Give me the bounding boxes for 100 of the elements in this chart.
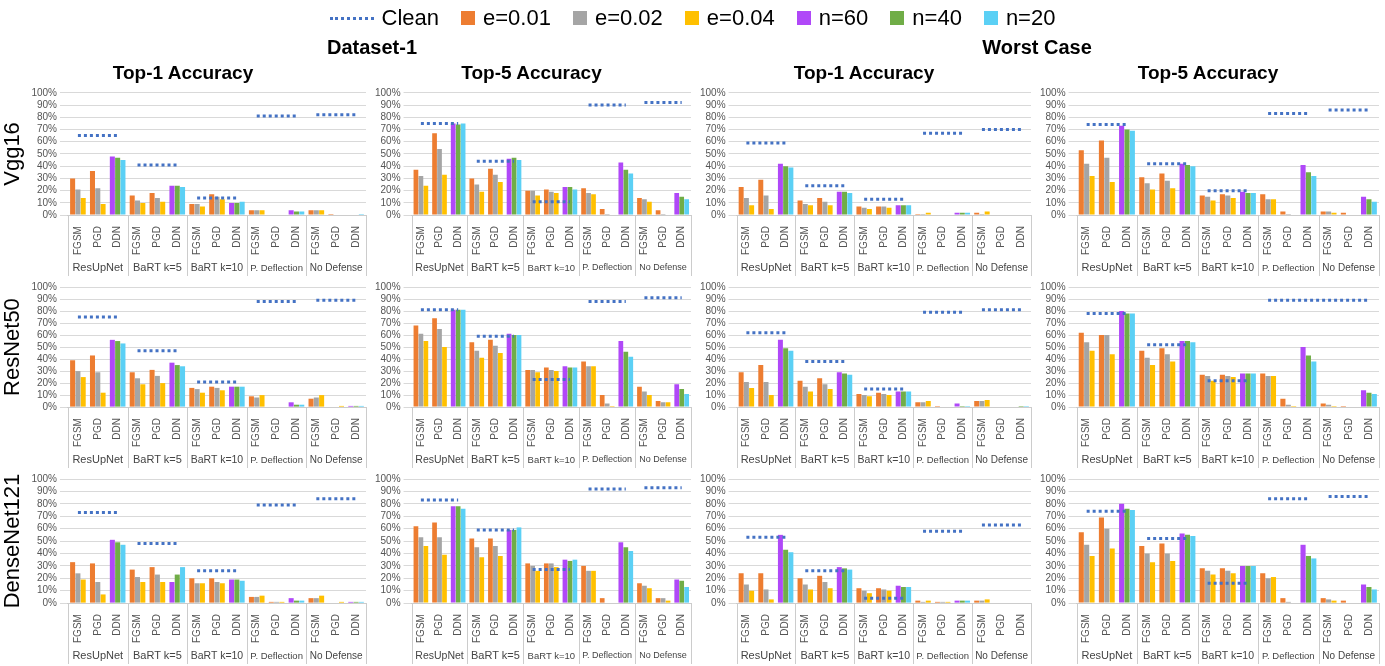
x-tick-label: DDN — [619, 614, 631, 636]
bar — [881, 206, 887, 215]
bar — [660, 598, 666, 603]
x-tick-label: FGSM — [857, 226, 869, 255]
text: BaRT k=10 — [527, 453, 576, 465]
x-tick-label: FGSM — [975, 418, 987, 447]
y-tick-label: 60% — [705, 328, 726, 340]
bar — [80, 197, 86, 215]
y-tick-label: 100% — [700, 472, 726, 484]
y-tick-label: 0% — [42, 208, 58, 220]
x-tick-label: PGD — [210, 226, 222, 248]
bar — [817, 575, 823, 603]
x-tick-label: DDN — [1181, 226, 1193, 248]
bar — [219, 583, 225, 603]
bar — [1184, 341, 1191, 407]
y-tick-label: 10% — [705, 196, 726, 208]
y-tick-label: 10% — [380, 196, 401, 208]
bar — [70, 360, 76, 407]
y-tick-label: 40% — [1045, 547, 1066, 559]
bar — [817, 197, 823, 215]
bar — [239, 386, 245, 407]
y-tick-label: 30% — [380, 172, 401, 184]
x-tick-label: PGD — [489, 226, 501, 248]
text: P. Deflection — [1261, 261, 1315, 273]
bar — [75, 189, 81, 215]
bar — [229, 386, 235, 407]
bar — [299, 211, 305, 215]
bar — [768, 209, 774, 215]
bar — [1124, 508, 1130, 603]
bar — [591, 366, 596, 407]
y-tick-label: 40% — [705, 159, 726, 171]
x-tick-label: DDN — [230, 614, 242, 636]
bar — [802, 584, 808, 603]
x-tick-label: DDN — [956, 226, 968, 248]
bar — [1179, 341, 1185, 407]
x-tick-label: DDN — [1120, 418, 1132, 440]
bar — [1104, 157, 1110, 215]
x-tick-label: FGSM — [638, 614, 650, 643]
x-tick-label: PGD — [818, 226, 830, 248]
y-tick-label: 20% — [1045, 184, 1066, 196]
y-tick-label: 10% — [36, 196, 58, 208]
text: P. Deflection — [250, 453, 303, 465]
bar — [174, 574, 180, 603]
bar — [783, 166, 789, 215]
x-tick-label: FGSM — [1140, 418, 1152, 447]
y-tick-label: 30% — [36, 559, 58, 571]
bar — [1305, 172, 1311, 215]
bar — [469, 538, 475, 603]
y-tick-label: 100% — [31, 472, 58, 484]
bar — [1245, 193, 1251, 215]
bar — [548, 191, 554, 215]
text: BaRT k=10 — [190, 260, 244, 273]
bar — [876, 206, 882, 215]
bar — [604, 403, 610, 407]
bar — [140, 582, 146, 603]
x-tick-label: DDN — [171, 226, 182, 248]
chart-subtitle: Worst Case — [982, 36, 1092, 59]
y-tick-label: 70% — [36, 316, 58, 328]
x-tick-label: PGD — [1282, 614, 1294, 636]
bar — [777, 534, 783, 603]
y-axis-title: DenseNet121 — [0, 473, 25, 609]
bar — [743, 197, 749, 215]
bar — [199, 206, 205, 215]
bar — [1098, 335, 1104, 407]
bar — [1149, 365, 1156, 407]
bar — [553, 567, 559, 603]
bar — [1219, 568, 1225, 603]
x-tick-label: DDN — [1120, 226, 1132, 248]
x-tick-label: PGD — [656, 418, 668, 440]
bar — [906, 391, 912, 407]
bar — [75, 573, 81, 603]
bar — [248, 210, 254, 215]
x-tick-label: PGD — [1282, 418, 1294, 440]
y-tick-label: 20% — [705, 184, 726, 196]
x-tick-label: PGD — [91, 226, 103, 248]
bar — [599, 209, 605, 215]
bar — [1250, 193, 1256, 215]
bar — [437, 149, 442, 215]
bar — [129, 569, 135, 603]
bar — [154, 197, 160, 215]
x-tick-label: FGSM — [310, 614, 322, 643]
y-axis-title: Vgg16 — [0, 122, 25, 186]
y-tick-label: 20% — [36, 376, 58, 388]
y-tick-label: 90% — [705, 485, 726, 497]
x-tick-label: PGD — [818, 418, 830, 440]
y-tick-label: 40% — [36, 352, 58, 364]
bar — [1300, 164, 1306, 215]
bar — [1078, 532, 1084, 603]
bar — [450, 123, 456, 215]
y-tick-label: 60% — [380, 135, 401, 147]
x-tick-label: PGD — [995, 226, 1007, 248]
bar — [259, 210, 265, 215]
bar — [1371, 201, 1377, 215]
bar — [783, 348, 789, 407]
chart-title: Top-5 Accuracy — [1137, 61, 1279, 83]
bar — [543, 563, 549, 603]
x-tick-label: DDN — [230, 226, 242, 248]
x-tick-label: PGD — [759, 418, 771, 440]
bar — [1199, 195, 1205, 215]
bar — [548, 563, 554, 603]
